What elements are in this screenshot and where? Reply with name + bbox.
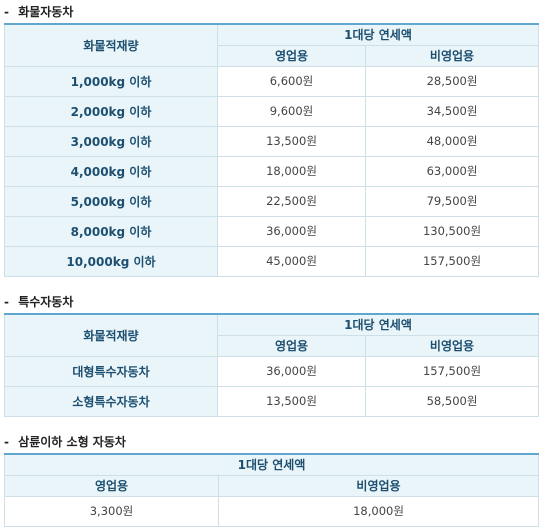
row-label: 10,000kg 이하: [4, 245, 218, 277]
nonbusiness-value: 130,500원: [364, 215, 540, 247]
table-row: 대형특수자동차 36,000원 157,500원: [4, 355, 540, 387]
table-row: 4,000kg 이하 18,000원 63,000원: [4, 155, 540, 187]
nonbusiness-value: 157,500원: [364, 355, 540, 387]
table-row: 8,000kg 이하 36,000원 130,500원: [4, 215, 540, 247]
col-header-business: 영업용: [4, 474, 219, 497]
col-header-business: 영업용: [217, 334, 366, 357]
row-label: 소형특수자동차: [4, 385, 218, 417]
col-header-annual-tax: 1대당 연세액: [216, 23, 540, 46]
business-value: 36,000원: [217, 355, 366, 387]
row-label: 대형특수자동차: [4, 355, 218, 387]
nonbusiness-value: 58,500원: [364, 385, 540, 417]
col-header-annual-tax: 1대당 연세액: [216, 313, 540, 336]
three-wheel-tax-table: 1대당 연세액 영업용 비영업용 3,300원 18,000원: [3, 453, 540, 527]
col-header-weight: 화물적재량: [4, 313, 218, 357]
section-title-three-wheel: - 삼륜이하 소형 자동차: [4, 432, 126, 452]
row-label: 5,000kg 이하: [4, 185, 218, 217]
section-title-special: - 특수자동차: [4, 292, 73, 312]
row-label: 8,000kg 이하: [4, 215, 218, 247]
row-label: 1,000kg 이하: [4, 65, 218, 97]
row-label: 4,000kg 이하: [4, 155, 218, 187]
business-value: 13,500원: [217, 125, 366, 157]
table-row: 5,000kg 이하 22,500원 79,500원: [4, 185, 540, 217]
col-header-weight: 화물적재량: [4, 23, 218, 67]
business-value: 9,600원: [217, 95, 366, 127]
section-title-text: 화물자동차: [18, 5, 74, 19]
col-header-nonbusiness: 비영업용: [217, 474, 540, 497]
cargo-tax-table: 화물적재량 1대당 연세액 영업용 비영업용 1,000kg 이하 6,600원…: [4, 23, 540, 277]
col-header-nonbusiness: 비영업용: [364, 44, 540, 67]
nonbusiness-value: 34,500원: [364, 95, 540, 127]
nonbusiness-value: 28,500원: [364, 65, 540, 97]
section-title-cargo: - 화물자동차: [4, 2, 73, 22]
col-header-business: 영업용: [217, 44, 366, 67]
table-row: 3,000kg 이하 13,500원 48,000원: [4, 125, 540, 157]
row-label: 3,000kg 이하: [4, 125, 218, 157]
special-tax-table: 화물적재량 1대당 연세액 영업용 비영업용 대형특수자동차 36,000원 1…: [4, 313, 540, 417]
row-label: 2,000kg 이하: [4, 95, 218, 127]
table-row: 2,000kg 이하 9,600원 34,500원: [4, 95, 540, 127]
business-value: 22,500원: [217, 185, 366, 217]
section-title-text: 삼륜이하 소형 자동차: [18, 435, 126, 449]
business-value: 3,300원: [4, 495, 219, 527]
nonbusiness-value: 63,000원: [364, 155, 540, 187]
col-header-annual-tax: 1대당 연세액: [3, 453, 540, 476]
table-row: 10,000kg 이하 45,000원 157,500원: [4, 245, 540, 277]
table-row: 소형특수자동차 13,500원 58,500원: [4, 385, 540, 417]
col-header-nonbusiness: 비영업용: [364, 334, 540, 357]
business-value: 13,500원: [217, 385, 366, 417]
nonbusiness-value: 18,000원: [217, 495, 540, 527]
bullet-dash: -: [4, 435, 9, 449]
business-value: 36,000원: [217, 215, 366, 247]
business-value: 6,600원: [217, 65, 366, 97]
section-title-text: 특수자동차: [18, 295, 74, 309]
bullet-dash: -: [4, 5, 9, 19]
table-row: 3,300원 18,000원: [4, 495, 540, 527]
nonbusiness-value: 157,500원: [364, 245, 540, 277]
bullet-dash: -: [4, 295, 9, 309]
nonbusiness-value: 48,000원: [364, 125, 540, 157]
business-value: 18,000원: [217, 155, 366, 187]
business-value: 45,000원: [217, 245, 366, 277]
table-row: 1,000kg 이하 6,600원 28,500원: [4, 65, 540, 97]
nonbusiness-value: 79,500원: [364, 185, 540, 217]
